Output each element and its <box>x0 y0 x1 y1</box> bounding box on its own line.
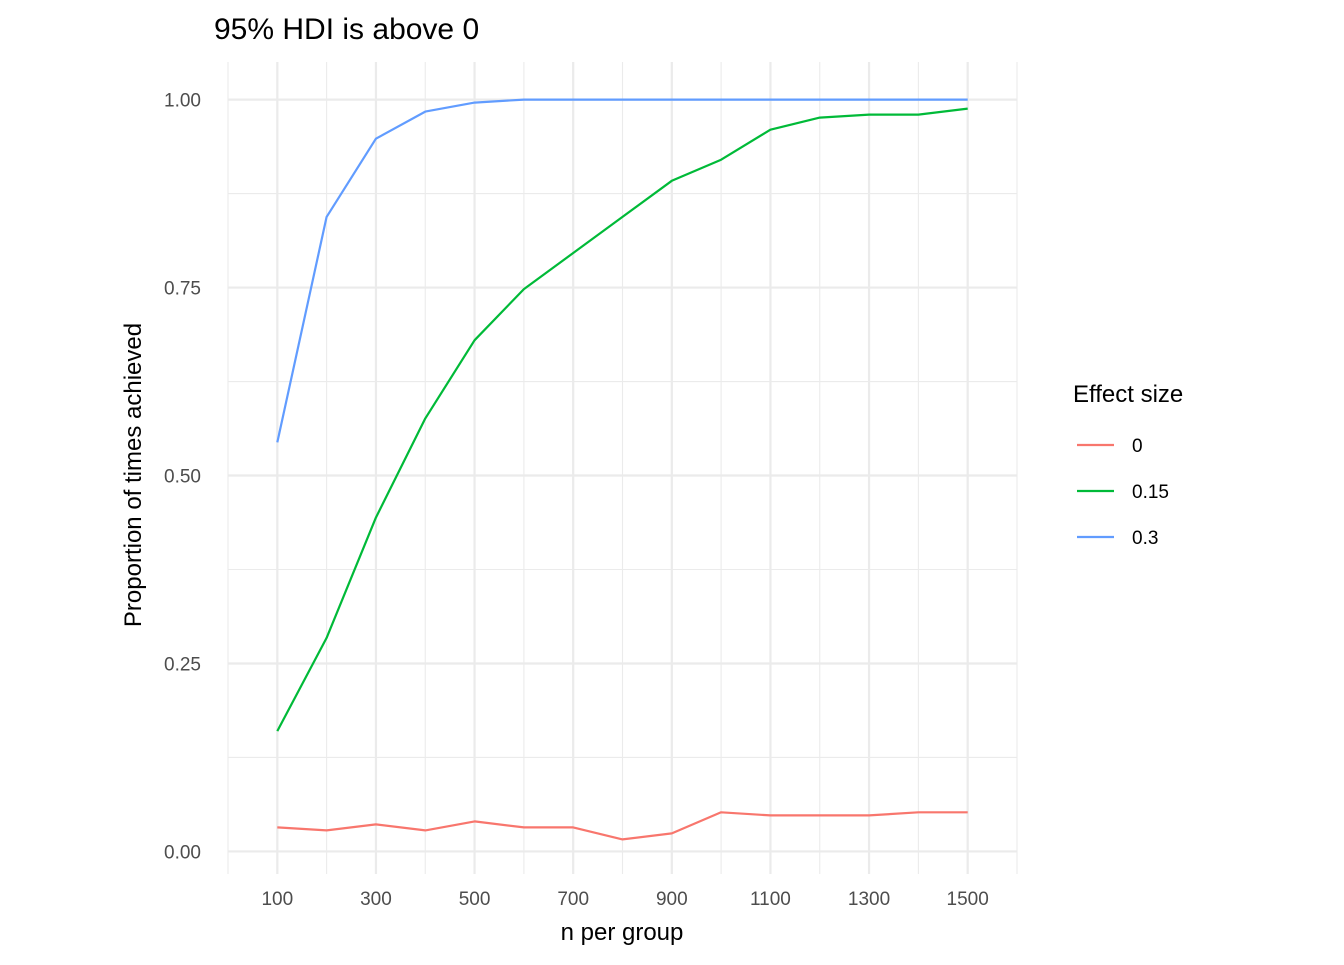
series-line-0-3 <box>276 98 968 443</box>
x-tick-label: 500 <box>459 889 491 910</box>
y-tick-label: 0.25 <box>164 654 201 675</box>
x-tick-label: 300 <box>360 889 392 910</box>
x-tick-label: 100 <box>261 889 293 910</box>
x-tick-label: 1100 <box>750 889 791 910</box>
y-tick-label: 0.00 <box>164 842 201 863</box>
y-tick-label: 0.75 <box>164 279 201 300</box>
y-tick-label: 1.00 <box>164 91 201 112</box>
x-tick-label: 1500 <box>947 889 989 910</box>
y-axis-title: Proportion of times achieved <box>120 323 147 627</box>
series-line-0 <box>277 811 968 841</box>
x-tick-label: 900 <box>656 889 688 910</box>
chart-title: 95% HDI is above 0 <box>214 13 479 46</box>
legend-title: Effect size <box>1073 381 1183 408</box>
y-tick-label: 0.50 <box>164 467 201 488</box>
legend-label: 0 <box>1132 436 1143 457</box>
x-tick-label: 700 <box>557 889 589 910</box>
grid-layer <box>227 62 1018 874</box>
x-tick-label: 1300 <box>848 889 890 910</box>
series-line-0-15 <box>276 107 968 732</box>
legend-label: 0.15 <box>1132 482 1169 503</box>
legend-label: 0.3 <box>1132 528 1158 549</box>
legend: 0 0.15 0.3 <box>1077 436 1169 549</box>
axis-layer: 100 300 500 700 900 1100 1300 1500 0.00 0.25 0.50 0… <box>164 91 989 910</box>
x-axis-title: n per group <box>561 919 684 946</box>
series-layer <box>276 98 968 841</box>
